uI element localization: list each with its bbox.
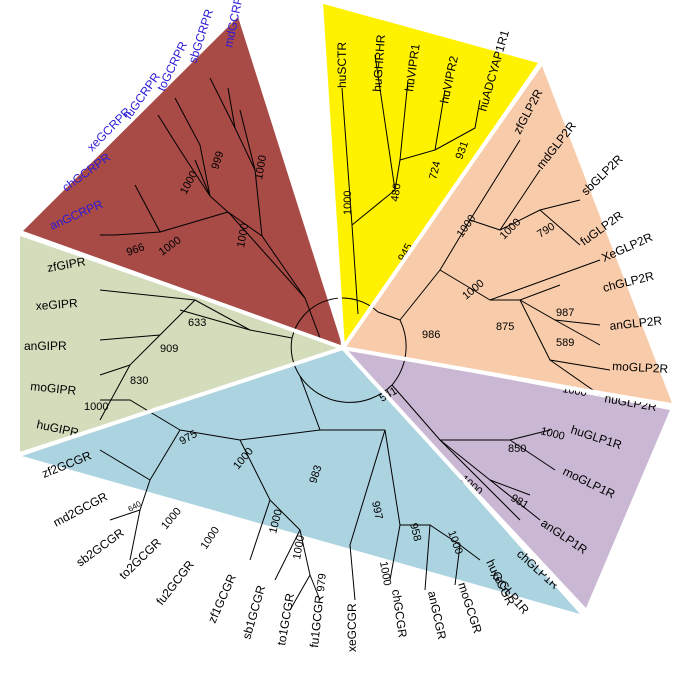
bootstrap-red-1000-b: 1000 (253, 154, 269, 180)
bootstrap-blue-1000-f: 1000 (377, 560, 393, 586)
bootstrap-purple-850: 850 (508, 443, 526, 455)
leaf-zfGIPR: zfGIPR (46, 254, 87, 275)
bootstrap-red-999: 999 (209, 150, 226, 171)
leaf-to2GCGR: to2GCGR (116, 535, 164, 582)
sector-glp1r (343, 348, 670, 608)
leaf-moGIPR: moGIPR (30, 379, 78, 398)
bootstrap-blue-958: 958 (407, 522, 423, 543)
sector-gcgr (22, 348, 580, 614)
bootstrap-purple-1000-a: 1000 (539, 425, 566, 443)
leaf-chGCGR: chGCGR (389, 588, 410, 638)
bootstrap-green-633: 633 (188, 317, 206, 329)
bootstrap-green-1000: 1000 (84, 401, 108, 413)
leaf-anGIPR: anGIPR (24, 339, 67, 353)
leaf-xeGCGR: xeGCGR (345, 603, 359, 652)
bootstrap-root-986: 986 (422, 329, 440, 341)
leaf-anGLP2R: anGLP2R (609, 314, 663, 333)
leaf-labels-gipr: zfGIPR xeGIPR anGIPR moGIPR huGIPR (24, 254, 87, 439)
bootstrap-blue-1000-e: 1000 (291, 534, 307, 560)
bootstrap-green-830: 830 (130, 375, 148, 387)
sector-secretin-family (320, 3, 538, 348)
leaf-sb2GCGR: sb2GCGR (74, 525, 127, 569)
bootstrap-yellow-1000: 1000 (342, 191, 354, 215)
leaf-md2GCGR: md2GCGR (51, 489, 110, 529)
leaf-anGCGR: anGCGR (425, 590, 449, 642)
bootstrap-blue-979: 979 (315, 573, 329, 593)
bootstrap-orange-589: 589 (556, 337, 574, 349)
bootstrap-yellow-480: 480 (389, 183, 403, 203)
leaf-huSCTR: huSCTR (335, 42, 349, 88)
leaf-XeGLP2R: XeGLP2R (600, 230, 655, 265)
bootstrap-blue-640: 640 (127, 499, 144, 514)
bootstrap-red-1000-c: 1000 (235, 222, 251, 248)
leaf-zf1GCGR: zf1GCGR (205, 572, 239, 626)
leaf-moGCGR: moGCGR (455, 581, 485, 636)
sector-glp2r (343, 66, 672, 403)
bootstrap-blue-1000-c: 1000 (199, 525, 223, 552)
bootstrap-blue-983: 983 (307, 464, 324, 485)
leaf-huGHRHR: huGHRHR (370, 34, 388, 93)
leaf-huVIPR1: huVIPR1 (402, 43, 423, 93)
leaf-sbGLP2R: sbGLP2R (578, 152, 625, 198)
bootstrap-blue-997: 997 (369, 500, 385, 520)
leaf-fu2GCGR: fu2GCGR (153, 557, 197, 607)
leaf-to1GCGR: to1GCGR (274, 592, 297, 647)
bootstrap-red-966: 966 (125, 241, 146, 259)
sector-gcrpr (22, 17, 343, 348)
bootstrap-orange-987: 987 (556, 307, 574, 319)
tree-branches (99, 54, 611, 611)
sector-separators (19, 1, 675, 614)
bootstrap-yellow-931: 931 (454, 140, 472, 161)
bootstrap-blue-1000-d: 1000 (267, 508, 285, 535)
bootstrap-yellow-724: 724 (427, 160, 443, 181)
leaf-moGLP2R: moGLP2R (612, 359, 669, 376)
leaf-xeGIPR: xeGIPR (35, 296, 78, 313)
bootstrap-blue-1000-b: 1000 (159, 505, 184, 531)
bootstrap-orange-875: 875 (496, 321, 514, 333)
leaf-sb1GCGR: sb1GCGR (239, 583, 268, 640)
bootstrap-green-909: 909 (160, 343, 178, 355)
leaf-fu1GCGR: fu1GCGR (307, 594, 326, 648)
